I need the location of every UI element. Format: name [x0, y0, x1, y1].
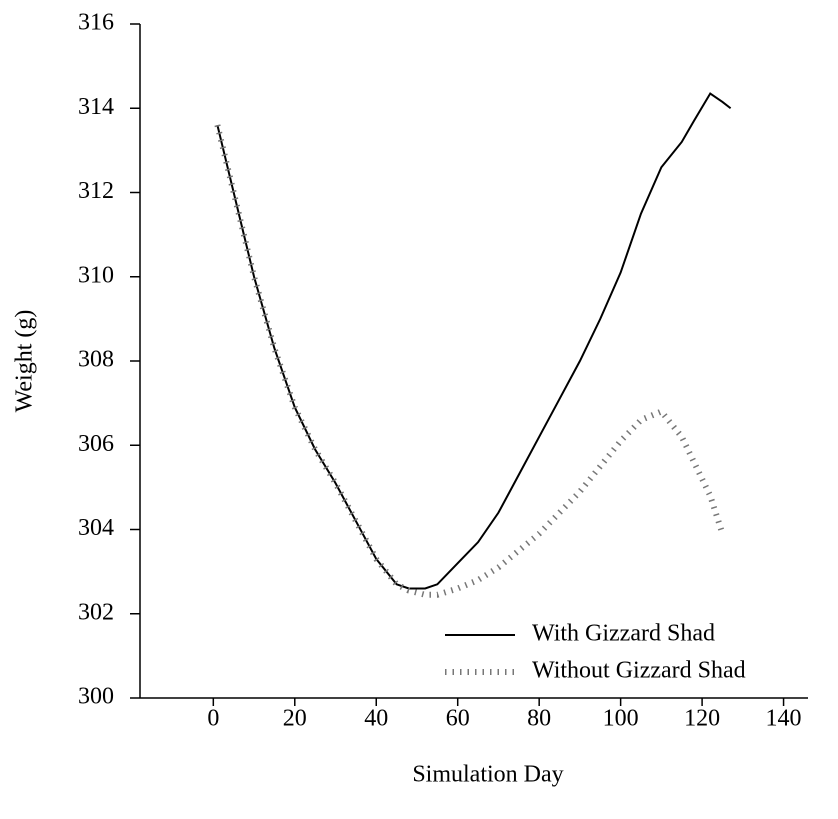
series-line	[214, 124, 726, 598]
y-tick-label: 304	[78, 515, 114, 541]
y-tick-label: 310	[78, 262, 114, 288]
y-tick-label: 308	[78, 347, 114, 373]
y-tick-label: 316	[78, 10, 114, 36]
y-tick-label: 314	[78, 94, 114, 120]
x-tick-label: 0	[207, 706, 219, 732]
x-tick-label: 60	[446, 706, 470, 732]
series-line	[216, 92, 732, 590]
x-tick-label: 20	[283, 706, 307, 732]
legend-label: With Gizzard Shad	[532, 621, 715, 647]
x-axis-title: Simulation Day	[412, 762, 563, 788]
x-tick-label: 40	[364, 706, 388, 732]
y-tick-label: 300	[78, 684, 114, 710]
y-tick-label: 312	[78, 178, 114, 204]
x-tick-label: 80	[527, 706, 551, 732]
legend-label: Without Gizzard Shad	[532, 658, 746, 684]
y-axis-title: Weight (g)	[12, 310, 38, 413]
x-tick-label: 140	[766, 706, 802, 732]
y-tick-label: 302	[78, 599, 114, 625]
y-tick-label: 306	[78, 431, 114, 457]
x-tick-label: 100	[603, 706, 639, 732]
x-tick-label: 120	[684, 706, 720, 732]
